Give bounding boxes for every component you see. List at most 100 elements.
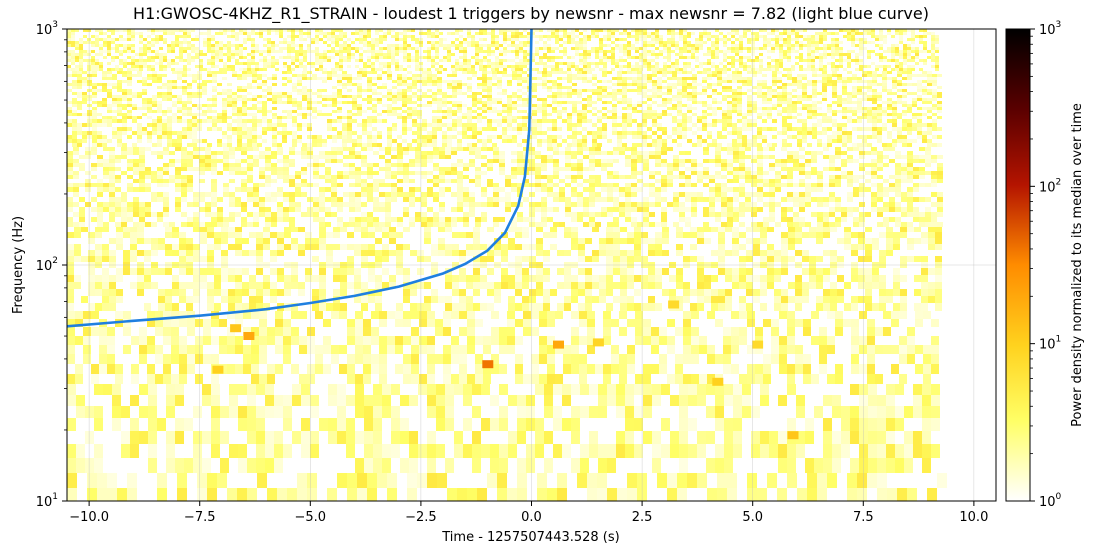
heatmap-cell	[152, 74, 157, 77]
heatmap-cell	[302, 92, 307, 95]
heatmap-cell	[431, 65, 435, 68]
heatmap-cell	[117, 113, 122, 116]
heatmap-cell	[503, 29, 507, 32]
heatmap-cell	[643, 167, 649, 171]
heatmap-cell	[721, 147, 727, 151]
heatmap-cell	[412, 110, 417, 113]
heatmap-cell	[842, 83, 847, 86]
heatmap-cell	[811, 41, 815, 44]
heatmap-cell	[235, 59, 239, 62]
heatmap-cell	[835, 50, 839, 53]
heatmap-cell	[887, 89, 892, 92]
heatmap-cell	[409, 163, 415, 167]
heatmap-cell	[247, 68, 251, 71]
heatmap-cell	[787, 159, 793, 163]
heatmap-cell	[895, 44, 899, 47]
heatmap-cell	[782, 139, 787, 143]
heatmap-cell	[367, 44, 371, 47]
heatmap-cell	[169, 151, 175, 155]
heatmap-cell	[733, 159, 739, 163]
heatmap-cell	[411, 47, 415, 50]
heatmap-cell	[699, 38, 703, 41]
heatmap-cell	[832, 83, 837, 86]
heatmap-cell	[243, 68, 247, 71]
heatmap-cell	[667, 41, 671, 44]
heatmap-cell	[657, 123, 662, 127]
heatmap-cell	[617, 77, 622, 80]
heatmap-cell	[499, 29, 503, 32]
heatmap-cell	[351, 56, 355, 59]
heatmap-cell	[107, 110, 112, 113]
heatmap-cell	[169, 163, 175, 167]
heatmap-cell	[807, 127, 812, 131]
heatmap-cell	[319, 56, 323, 59]
heatmap-cell	[139, 56, 143, 59]
heatmap-cell	[627, 44, 631, 47]
heatmap-cell	[597, 127, 602, 131]
heatmap-cell	[667, 47, 671, 50]
heatmap-cell	[71, 35, 75, 38]
heatmap-cell	[872, 95, 877, 98]
heatmap-cell	[847, 29, 851, 32]
heatmap-cell	[202, 110, 207, 113]
heatmap-cell	[927, 131, 932, 135]
heatmap-cell	[931, 41, 935, 44]
heatmap-cell	[327, 56, 331, 59]
heatmap-cell	[137, 135, 142, 139]
heatmap-cell	[147, 44, 151, 47]
heatmap-cell	[543, 68, 547, 71]
heatmap-cell	[503, 35, 507, 38]
heatmap-cell	[442, 113, 447, 116]
heatmap-cell	[157, 123, 162, 127]
heatmap-cell	[192, 80, 197, 83]
heatmap-cell	[442, 135, 447, 139]
heatmap-cell	[892, 83, 897, 86]
heatmap-cell	[631, 151, 637, 155]
heatmap-cell	[907, 83, 912, 86]
heatmap-cell	[672, 107, 677, 110]
heatmap-cell	[447, 32, 451, 35]
heatmap-cell	[827, 135, 832, 139]
heatmap-cell	[132, 95, 137, 98]
heatmap-cell	[503, 41, 507, 44]
heatmap-cell	[792, 95, 797, 98]
heatmap-cell	[507, 119, 512, 123]
heatmap-cell	[637, 80, 642, 83]
heatmap-cell	[782, 83, 787, 86]
heatmap-cell	[655, 68, 659, 71]
heatmap-cell	[283, 155, 289, 159]
heatmap-cell	[841, 159, 847, 163]
heatmap-cell	[91, 59, 95, 62]
heatmap-cell	[752, 107, 757, 110]
heatmap-cell	[271, 56, 275, 59]
heatmap-cell	[802, 123, 807, 127]
heatmap-cell	[297, 80, 302, 83]
heatmap-cell	[583, 41, 587, 44]
heatmap-cell	[623, 47, 627, 50]
heatmap-cell	[612, 98, 617, 101]
heatmap-cell	[615, 29, 619, 32]
heatmap-cell	[551, 56, 555, 59]
heatmap-cell	[371, 56, 375, 59]
heatmap-cell	[602, 80, 607, 83]
heatmap-cell	[427, 151, 433, 155]
heatmap-cell	[731, 59, 735, 62]
heatmap-cell	[427, 139, 432, 143]
heatmap-cell	[877, 95, 882, 98]
heatmap-cell	[782, 110, 787, 113]
heatmap-cell	[632, 89, 637, 92]
heatmap-cell	[117, 104, 122, 107]
heatmap-cell	[251, 56, 255, 59]
heatmap-cell	[857, 89, 862, 92]
heatmap-cell	[913, 155, 919, 159]
heatmap-cell	[823, 47, 827, 50]
heatmap-cell	[715, 47, 719, 50]
heatmap-cell	[442, 98, 447, 101]
heatmap-cell	[459, 56, 463, 59]
heatmap-cell	[539, 35, 543, 38]
heatmap-cell	[163, 38, 167, 41]
heatmap-cell	[707, 74, 712, 77]
heatmap-cell	[662, 104, 667, 107]
heatmap-cell	[597, 80, 602, 83]
heatmap-cell	[592, 89, 597, 92]
